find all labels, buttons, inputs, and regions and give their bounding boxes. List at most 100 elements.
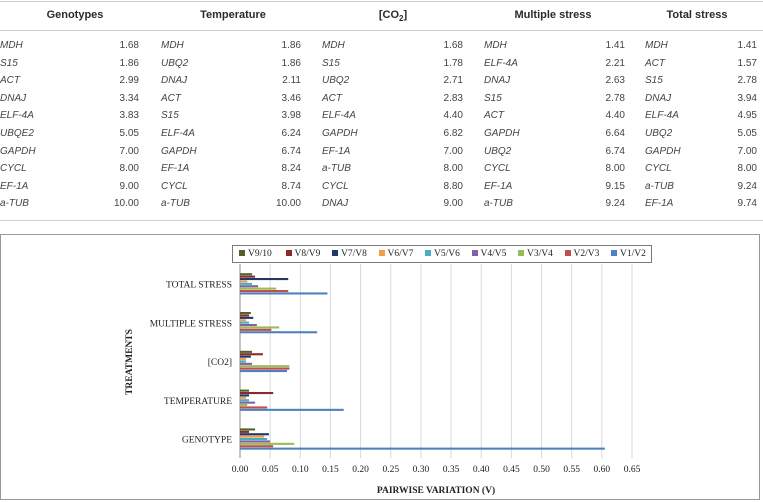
stability-value-cell: 10.00 bbox=[275, 198, 301, 210]
gene-name-cell: a-TUB bbox=[0, 198, 29, 210]
bar bbox=[240, 394, 250, 397]
gene-name-cell: MDH bbox=[0, 40, 23, 51]
gene-name-cell: EF-1A bbox=[484, 180, 513, 192]
stability-value-cell: 7.00 bbox=[443, 145, 463, 157]
gene-name-cell: DNAJ bbox=[645, 92, 672, 104]
gene-name-cell: CYCL bbox=[161, 180, 188, 192]
gene-name-cell: CYCL bbox=[645, 163, 672, 175]
stability-value-cell: 4.40 bbox=[605, 110, 625, 122]
gene-name-cell: UBQ2 bbox=[161, 57, 189, 69]
stability-value-cell: 1.41 bbox=[605, 40, 625, 51]
legend-label: V5/V6 bbox=[434, 249, 460, 259]
bar bbox=[240, 275, 256, 278]
gene-name-cell: ELF-4A bbox=[161, 128, 195, 139]
gene-name-cell: S15 bbox=[645, 75, 663, 87]
legend-label: V2/V3 bbox=[573, 249, 600, 259]
stability-value-cell: 4.40 bbox=[443, 110, 463, 122]
bar bbox=[240, 447, 605, 450]
bar bbox=[240, 282, 253, 285]
stability-value-cell: 9.00 bbox=[119, 180, 139, 192]
bar bbox=[240, 360, 247, 363]
stability-value-cell: 3.94 bbox=[737, 92, 757, 104]
gene-name-cell: MDH bbox=[645, 40, 668, 51]
stability-value-cell: 9.00 bbox=[443, 198, 463, 210]
bar bbox=[240, 392, 274, 395]
stability-value-cell: 2.78 bbox=[737, 75, 757, 87]
x-tick-label: 0.20 bbox=[352, 465, 369, 475]
category-label: TOTAL STRESS bbox=[166, 281, 232, 291]
x-axis-title: PAIRWISE VARIATION (V) bbox=[377, 485, 495, 496]
legend-swatch bbox=[518, 250, 524, 256]
bar bbox=[240, 406, 268, 409]
category-label: [CO2] bbox=[208, 358, 232, 368]
bar bbox=[240, 440, 271, 443]
legend-swatch bbox=[611, 250, 617, 256]
x-tick-label: 0.10 bbox=[292, 465, 309, 475]
x-tick-label: 0.30 bbox=[413, 465, 430, 475]
legend-item: V2/V3 bbox=[564, 249, 600, 259]
bar bbox=[240, 435, 265, 438]
gene-name-cell: ELF-4A bbox=[645, 110, 679, 122]
legend-swatch bbox=[332, 250, 338, 256]
gene-name-cell: ELF-4A bbox=[0, 110, 34, 122]
category-label: MULTIPLE STRESS bbox=[150, 319, 232, 329]
bar bbox=[240, 292, 328, 295]
gene-name-cell: UBQ2 bbox=[484, 145, 512, 157]
gene-name-cell: ACT bbox=[0, 75, 20, 87]
gene-name-cell: S15 bbox=[484, 92, 502, 104]
stability-value-cell: 6.74 bbox=[281, 145, 301, 157]
stability-value-cell: 7.00 bbox=[737, 145, 757, 157]
column-header-multiple-stress: Multiple stress bbox=[514, 9, 592, 21]
gene-name-cell: ELF-4A bbox=[484, 57, 518, 69]
stability-value-cell: 1.41 bbox=[737, 40, 757, 51]
bar bbox=[240, 399, 250, 402]
stability-value-cell: 2.21 bbox=[605, 57, 625, 69]
stability-value-cell: 1.68 bbox=[119, 40, 139, 51]
stability-value-cell: 3.83 bbox=[119, 110, 139, 122]
x-tick-label: 0.50 bbox=[533, 465, 550, 475]
gene-name-cell: ACT bbox=[484, 110, 504, 122]
column-header-co2: [CO2] bbox=[378, 9, 408, 24]
legend-item: V7/V8 bbox=[332, 249, 367, 259]
legend-item: V4/V5 bbox=[471, 249, 506, 259]
bar bbox=[240, 408, 344, 411]
stability-value-cell: 2.83 bbox=[443, 92, 463, 104]
stability-value-cell: 9.24 bbox=[737, 180, 757, 192]
gene-name-cell: MDH bbox=[322, 40, 345, 51]
x-tick-label: 0.05 bbox=[262, 465, 279, 475]
gene-name-cell: a-TUB bbox=[322, 163, 351, 175]
chart-frame bbox=[0, 234, 760, 500]
gene-name-cell: CYCL bbox=[322, 180, 349, 192]
stability-value-cell: 2.63 bbox=[605, 75, 625, 87]
gene-name-cell: ACT bbox=[322, 92, 342, 104]
gene-name-cell: S15 bbox=[0, 57, 18, 69]
legend-item: V1/V2 bbox=[611, 249, 646, 259]
pairwise-variation-chart: 0.00 0.05 0.10 0.15 0.20 0.25 0.30 0.35 0.40 0.45… bbox=[125, 264, 641, 496]
gene-name-cell: ACT bbox=[645, 57, 665, 69]
legend-label: V1/V2 bbox=[620, 249, 646, 259]
stability-value-cell: 2.11 bbox=[282, 75, 301, 87]
gene-name-cell: DNAJ bbox=[161, 75, 188, 87]
stability-value-cell: 8.00 bbox=[443, 163, 463, 175]
table-header-rule bbox=[0, 30, 763, 31]
stability-value-cell: 9.15 bbox=[605, 180, 625, 192]
stability-value-cell: 1.86 bbox=[119, 57, 139, 69]
bar bbox=[240, 428, 256, 431]
legend-item: V3/V4 bbox=[518, 249, 553, 259]
bar bbox=[240, 430, 250, 433]
x-tick-label: 0.45 bbox=[503, 465, 520, 475]
column-header-total-stress: Total stress bbox=[666, 9, 728, 21]
bar bbox=[240, 273, 253, 276]
stability-value-cell: 5.05 bbox=[737, 128, 757, 139]
stability-value-cell: 8.00 bbox=[737, 163, 757, 175]
stability-value-cell: 9.24 bbox=[605, 198, 625, 210]
bar bbox=[240, 389, 250, 392]
legend-label: V8/V9 bbox=[294, 249, 321, 259]
legend-label: V7/V8 bbox=[341, 249, 367, 259]
chart-legend: V9/10 V8/V9 V7/V8 V6/V7 V5/V6 V4/V5 V3/V4 V2/V3… bbox=[232, 245, 652, 263]
gene-name-cell: MDH bbox=[484, 40, 507, 51]
bar bbox=[240, 314, 250, 317]
gene-name-cell: S15 bbox=[161, 110, 179, 122]
gene-name-cell: EF-1A bbox=[0, 180, 29, 192]
legend-swatch bbox=[285, 250, 292, 256]
